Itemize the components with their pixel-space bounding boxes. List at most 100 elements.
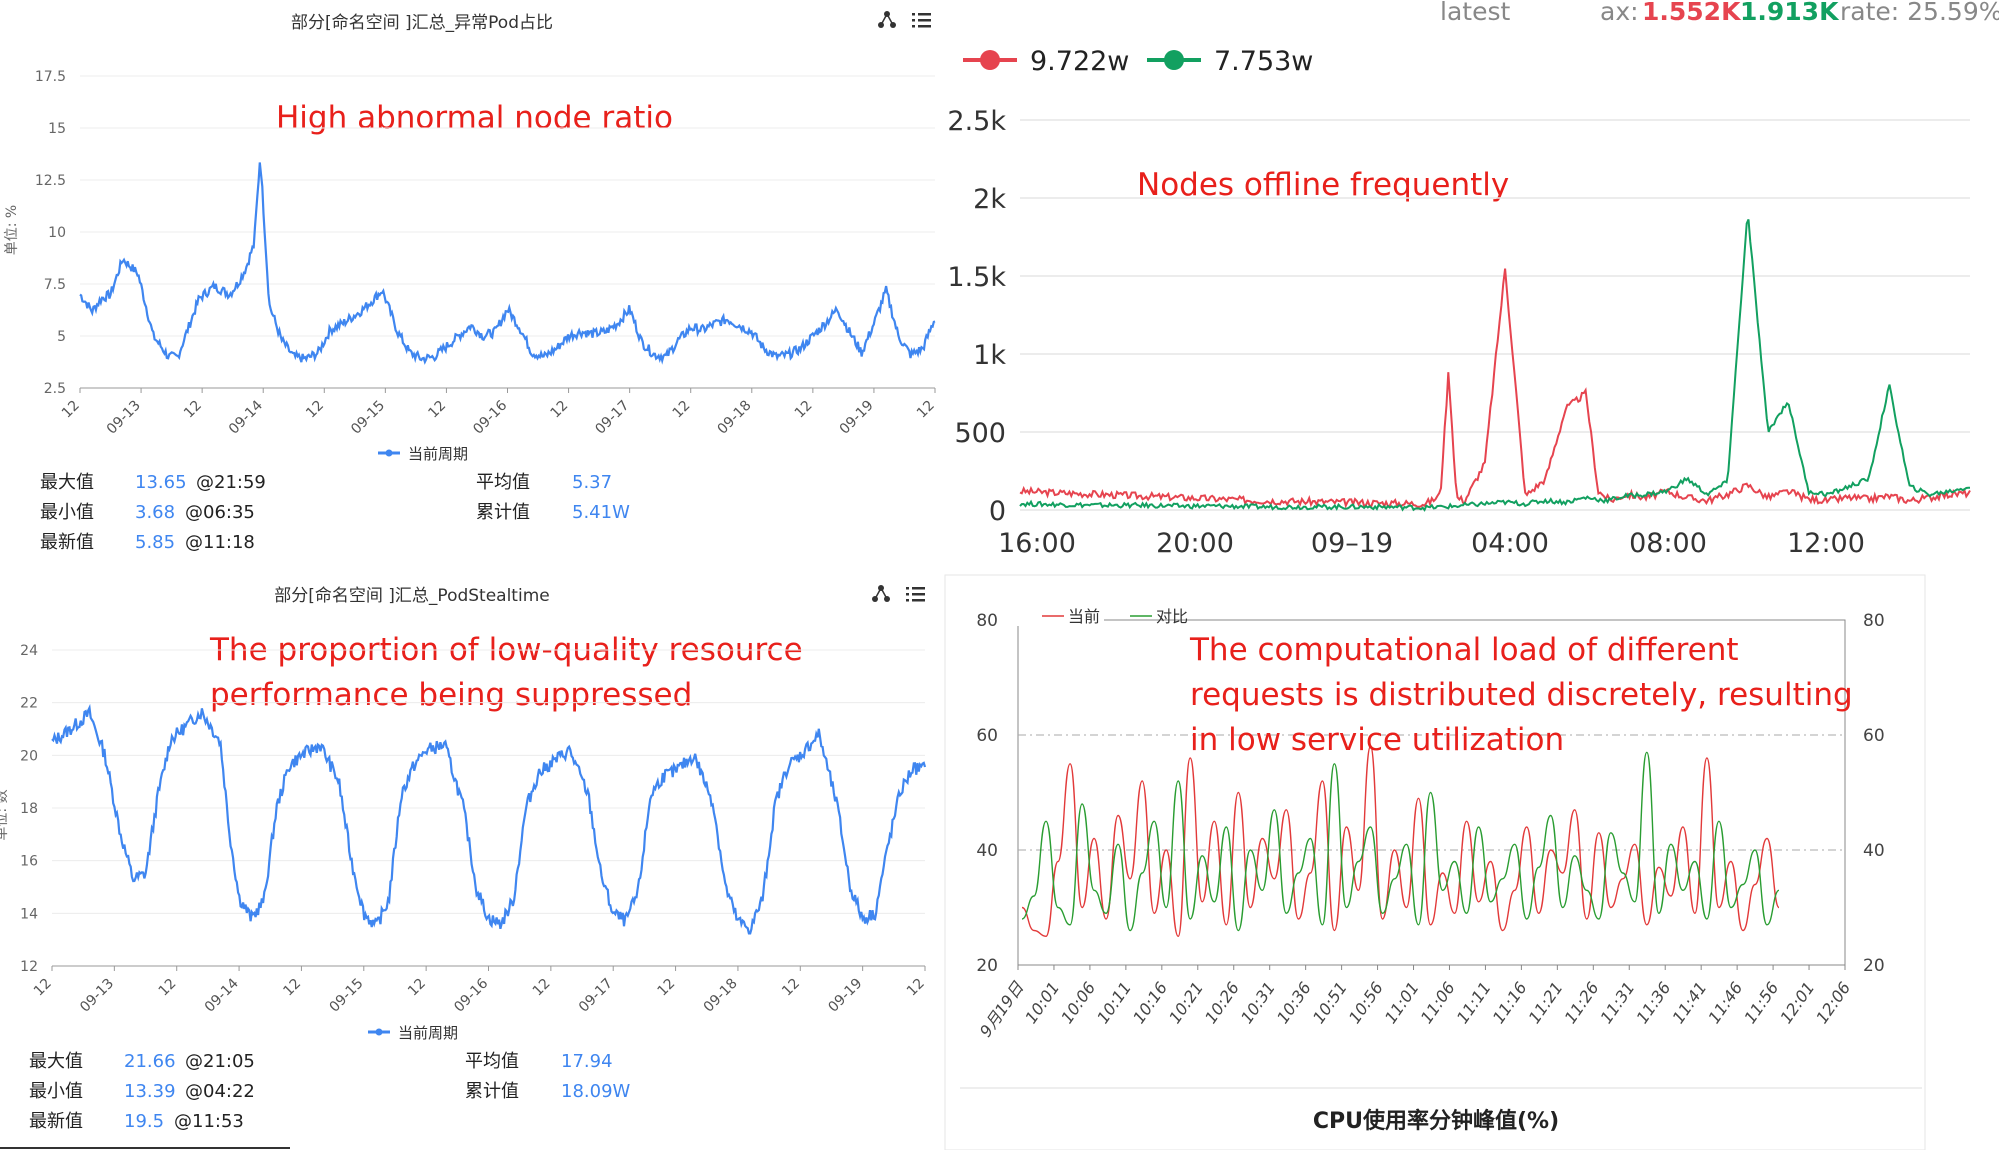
panel-br-annotation-line-1: The computational load of different bbox=[1189, 632, 1739, 668]
tr-xtick-label: 08:00 bbox=[1629, 528, 1707, 559]
panel-br-footer: CPU使用率分钟峰值(%) bbox=[1313, 1108, 1559, 1134]
tl-stat-label: 最新值 bbox=[40, 532, 94, 553]
panel-tr-legend: 9.722w 7.753w bbox=[963, 46, 1313, 77]
panel-br-annotation-line-2: requests is distributed discretely, resu… bbox=[1190, 677, 1853, 713]
panel-br-legend-compare: 对比 bbox=[1156, 607, 1188, 626]
bl-ytick-label: 22 bbox=[20, 696, 38, 712]
tl-stat-value: 13.65 bbox=[135, 472, 187, 493]
bl-stat-value: 18.09W bbox=[561, 1081, 631, 1102]
bl-stat-label: 最小值 bbox=[29, 1081, 83, 1102]
tr-xtick-label: 16:00 bbox=[998, 528, 1076, 559]
bl-ytick-label: 18 bbox=[20, 801, 38, 817]
tr-ytick-label: 500 bbox=[954, 418, 1006, 449]
panel-bl-legend: 当前周期 bbox=[368, 1024, 458, 1042]
panel-br-annotation-line-3: in low service utilization bbox=[1190, 722, 1564, 758]
br-ytick-label-right: 80 bbox=[1863, 611, 1885, 631]
br-series-compare bbox=[1021, 751, 1780, 932]
panel-bl-menu-icon[interactable] bbox=[906, 587, 925, 602]
bl-stat-label: 累计值 bbox=[465, 1081, 519, 1102]
bl-stat-value: 17.94 bbox=[561, 1051, 613, 1072]
br-ytick-label-left: 80 bbox=[976, 611, 998, 631]
tl-stat-value: 5.37 bbox=[572, 472, 612, 493]
br-ytick-label-right: 60 bbox=[1863, 726, 1885, 746]
panel-nodes-offline: latest ax: 1.552K 1.913K rate: 25.59% 9.722w… bbox=[947, 0, 1999, 559]
bl-stat-value: 19.5 bbox=[124, 1111, 164, 1132]
tl-stat-time: @21:59 bbox=[196, 472, 266, 493]
panel-tl-menu-icon[interactable] bbox=[912, 13, 931, 28]
br-ytick-label-left: 20 bbox=[976, 956, 998, 976]
panel-tr-header-part: 1.913K bbox=[1740, 0, 1840, 26]
br-ytick-label-right: 20 bbox=[1863, 956, 1885, 976]
tl-ytick-label: 2.5 bbox=[44, 381, 66, 397]
bl-stat-value: 21.66 bbox=[124, 1051, 176, 1072]
bl-ytick-label: 14 bbox=[20, 906, 38, 922]
bl-stat-time: @04:22 bbox=[185, 1081, 255, 1102]
tr-series-red bbox=[1019, 268, 1971, 509]
bl-ytick-label: 16 bbox=[20, 854, 38, 870]
panel-tr-plot: 0 500 1k 1.5k 2k 2.5k 16:00 20:00 09–19 04:00 08:0… bbox=[947, 106, 1971, 559]
br-plot-frame bbox=[1017, 619, 1846, 966]
panel-tr-legend-red-label: 9.722w bbox=[1030, 46, 1129, 77]
panel-tr-header-part: rate: 25.59% bbox=[1840, 0, 1999, 26]
bl-xtick-label: 12 bbox=[779, 976, 803, 1000]
panel-tl-ylabel: 单位: % bbox=[4, 205, 20, 255]
bl-xtick-label: 12 bbox=[31, 976, 55, 1000]
panel-tl-title: 部分[命名空间 ]汇总_异常Pod占比 bbox=[291, 13, 553, 33]
panel-tr-annotation: Nodes offline frequently bbox=[1137, 167, 1509, 203]
tl-stat-label: 最大值 bbox=[40, 472, 94, 493]
bl-stat-value: 13.39 bbox=[124, 1081, 176, 1102]
tr-ytick-label: 0 bbox=[989, 496, 1006, 527]
panel-bl-stats: 最大值 21.66 @21:05 平均值 17.94 最小值 13.39 @04:22 累计值 1… bbox=[29, 1051, 631, 1132]
panel-bl-legend-label: 当前周期 bbox=[398, 1024, 458, 1042]
panel-bl-annotation-line-2: performance being suppressed bbox=[210, 677, 692, 713]
tl-ytick-label: 15 bbox=[48, 121, 66, 137]
br-ytick-label-left: 40 bbox=[976, 841, 998, 861]
bl-stat-label: 最大值 bbox=[29, 1051, 83, 1072]
bl-ytick-label: 12 bbox=[20, 959, 38, 975]
tl-ytick-label: 5 bbox=[57, 329, 66, 345]
panel-tl-annotation: High abnormal node ratio bbox=[276, 100, 673, 136]
tl-ytick-label: 7.5 bbox=[44, 277, 66, 293]
bl-ytick-label: 24 bbox=[20, 643, 38, 659]
bl-xtick-label: 12 bbox=[156, 976, 180, 1000]
tr-xtick-label: 09–19 bbox=[1311, 528, 1393, 559]
panel-tl-background bbox=[0, 0, 940, 575]
tr-ytick-label: 1k bbox=[973, 340, 1006, 371]
panel-tl-stats: 最大值 13.65 @21:59 平均值 5.37 最小值 3.68 @06:35 累计值 5.4… bbox=[40, 472, 630, 553]
bl-xtick-label: 09-17 bbox=[576, 976, 616, 1016]
tl-ytick-label: 10 bbox=[48, 225, 66, 241]
tl-stat-time: @11:18 bbox=[185, 532, 255, 553]
panel-bl-share-icon[interactable] bbox=[872, 585, 890, 602]
bl-xtick-label: 09-14 bbox=[202, 975, 242, 1015]
panel-tr-header-part: ax: bbox=[1600, 0, 1639, 26]
panel-bl-ylabel: 单位: 数 bbox=[0, 789, 10, 840]
panel-tr-header-part: latest bbox=[1440, 0, 1510, 26]
panel-tl-legend: 当前周期 bbox=[378, 445, 468, 463]
bl-xtick-label: 12 bbox=[530, 976, 554, 1000]
tr-ytick-label: 2k bbox=[973, 184, 1006, 215]
tr-series-green bbox=[1019, 218, 1970, 512]
bl-stat-label: 平均值 bbox=[465, 1051, 519, 1072]
tl-ytick-label: 17.5 bbox=[35, 69, 66, 85]
panel-tr-legend-green-label: 7.753w bbox=[1214, 46, 1313, 77]
panel-tl-share-icon[interactable] bbox=[878, 11, 896, 28]
panel-pod-stealtime: 部分[命名空间 ]汇总_PodStealtime 单位: 数 The propo… bbox=[0, 585, 928, 1132]
bl-series-line bbox=[51, 703, 927, 935]
panel-tr-header: latest ax: 1.552K 1.913K rate: 25.59% bbox=[1440, 0, 1999, 26]
bl-xtick-label: 12 bbox=[654, 976, 678, 1000]
tl-ytick-label: 12.5 bbox=[35, 173, 66, 189]
bl-stat-time: @11:53 bbox=[174, 1111, 244, 1132]
tl-stat-label: 最小值 bbox=[40, 502, 94, 523]
bl-xtick-label: 09-15 bbox=[327, 976, 367, 1016]
tr-xtick-label: 20:00 bbox=[1156, 528, 1234, 559]
legend-green-dot bbox=[1164, 50, 1184, 70]
bl-xtick-label: 12 bbox=[405, 976, 429, 1000]
tl-stat-value: 3.68 bbox=[135, 502, 175, 523]
panel-tl-legend-label: 当前周期 bbox=[408, 445, 468, 463]
tl-stat-time: @06:35 bbox=[185, 502, 255, 523]
legend-red-dot bbox=[980, 50, 1000, 70]
panel-br-background bbox=[944, 574, 1926, 1150]
br-ytick-label-right: 40 bbox=[1863, 841, 1885, 861]
bl-stat-label: 最新值 bbox=[29, 1111, 83, 1132]
